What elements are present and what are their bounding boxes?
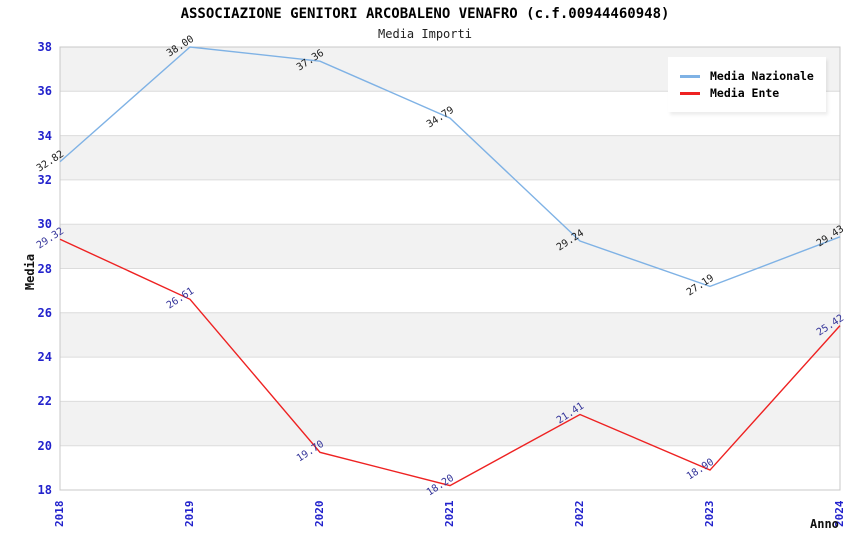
y-tick-label: 34 [37,128,52,143]
y-tick-label: 26 [37,305,52,320]
y-tick-label: 28 [37,261,52,276]
y-axis-label: Media [23,253,37,291]
legend-label: Media Nazionale [710,69,814,83]
x-tick-label: 2019 [183,500,196,528]
x-tick-label: 2021 [443,500,456,528]
plot-band [60,312,840,358]
media-ente-line-icon [680,91,700,95]
y-tick-label: 36 [37,84,52,99]
legend: Media Nazionale Media Ente [668,57,826,112]
y-tick-label: 30 [37,217,52,232]
plot-band [60,401,840,446]
y-tick-label: 32 [37,172,52,187]
chart-title: ASSOCIAZIONE GENITORI ARCOBALENO VENAFRO… [180,6,670,22]
y-tick-label: 22 [37,394,52,409]
y-tick-label: 24 [37,350,52,365]
y-tick-label: 38 [37,40,52,54]
plot-border [59,46,841,491]
x-tick-label: 2018 [53,500,66,528]
x-tick-label: 2020 [313,500,326,528]
legend-item-media-nazionale: Media Nazionale [680,69,814,83]
media-nazionale-line-icon [680,74,700,78]
plot-band [60,135,840,180]
y-tick-label: 18 [37,483,52,497]
chart-subtitle: Media Importi [378,27,472,41]
x-axis-label: Anno [810,517,839,531]
legend-label: Media Ente [710,86,780,100]
y-tick-label: 20 [37,438,52,453]
x-tick-label: 2022 [573,500,586,528]
x-tick-label: 2023 [703,500,716,528]
legend-item-media-ente: Media Ente [680,86,814,100]
media-nazionale-line [59,46,841,288]
plot-band [60,224,840,269]
media-ente-line [59,238,841,487]
